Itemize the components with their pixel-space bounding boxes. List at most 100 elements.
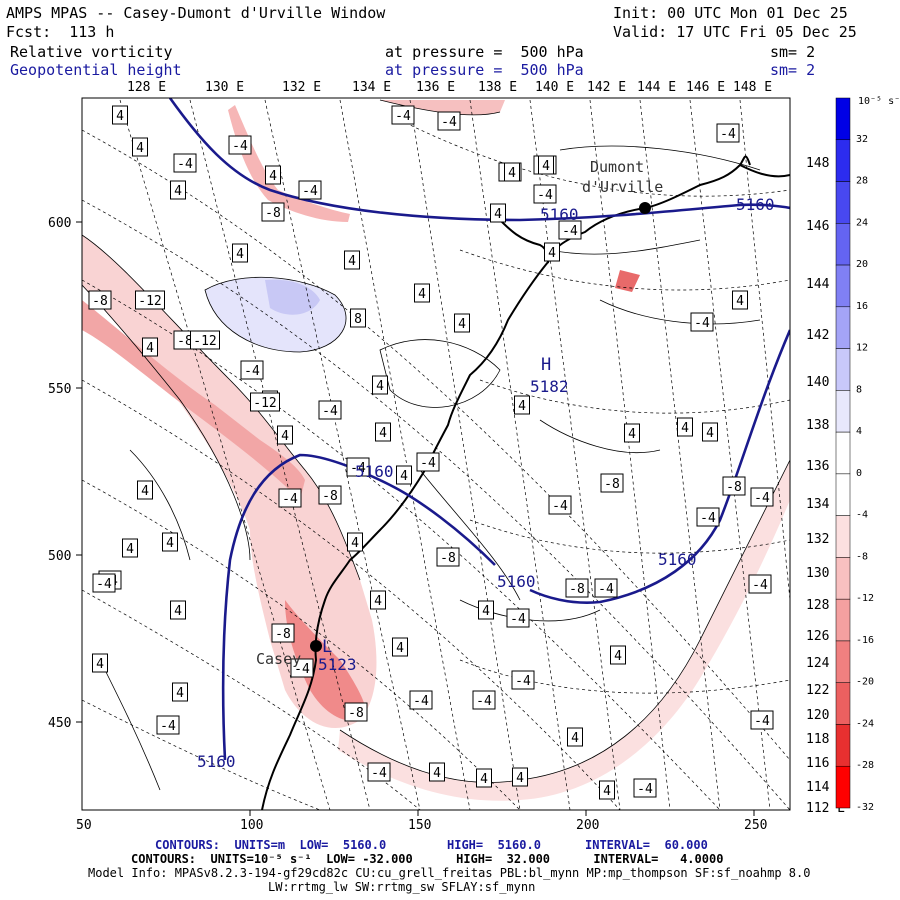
vorticity-contour-label: -8 [88,290,112,310]
lon-label: 114 E [806,780,845,795]
vorticity-contour-label: 4 [512,767,528,787]
x-tick-label: 150 [408,818,431,833]
vorticity-contour-label: -4 [748,574,772,594]
colorbar-tick-label: 8 [856,384,862,395]
init-time: Init: 00 UTC Mon 01 Dec 25 [613,4,848,22]
vorticity-contour-label: -12 [135,290,165,310]
vorticity-label-text: 4 [736,294,744,309]
footer-height-contour-interval: INTERVAL= 60.000 [585,838,708,852]
lon-label: 144 E [806,277,845,292]
vorticity-label-text: 4 [396,641,404,656]
vorticity-label-text: 4 [374,594,382,609]
vorticity-label-text: 8 [354,312,362,327]
vorticity-contour-label: -4 [173,153,197,173]
vorticity-label-text: 4 [548,246,556,261]
colorbar-swatch [835,223,851,266]
vorticity-label-text: 4 [174,184,182,199]
vorticity-label-text: 4 [351,536,359,551]
vorticity-contour-label: 4 [122,538,138,558]
vorticity-label-text: -8 [726,480,742,495]
dumont-durville-station-marker [639,202,651,214]
vorticity-contour-label: -4 [633,778,657,798]
forecast-hour: Fcst: 113 h [6,23,115,41]
vorticity-contour-label: -8 [600,473,624,493]
vorticity-contour-label: -4 [558,220,582,240]
colorbar-tick-label: 4 [856,426,862,437]
vorticity-label-text: 4 [96,657,104,672]
vorticity-contour-label: 8 [350,308,366,328]
lon-label: 128 E [127,80,166,95]
vorticity-contour-label: -8 [344,702,368,722]
vorticity-label-text: 4 [628,427,636,442]
colorbar-tick-label: 0 [856,468,862,479]
footer-height-contour-high: HIGH= 5160.0 [447,838,541,852]
colorbar-tick-label: 28 [856,176,868,187]
vorticity-label-text: 4 [433,766,441,781]
vorticity-contour-label: 4 [599,780,615,800]
vorticity-contour-label: -4 [437,111,461,131]
colorbar-tick-label: 12 [856,343,868,354]
vorticity-label-text: -4 [413,694,429,709]
vorticity-contour-label: -8 [261,202,285,222]
y-tick-label: 550 [48,382,71,397]
vorticity-contour-label: -4 [594,578,618,598]
vorticity-label-text: -4 [562,224,578,239]
vorticity-label-text: -4 [510,612,526,627]
vorticity-label-text: 4 [348,254,356,269]
vorticity-contour-label: -4 [367,762,391,782]
vorticity-label-text: -8 [275,627,291,642]
lon-label: 142 E [806,328,845,343]
geopotential-contour-labels: 5160 5160 5160 5160 5160 5160 [197,195,775,771]
vorticity-contour-label: 4 [392,637,408,657]
vorticity-contour-label: -8 [271,623,295,643]
low-center-value: 5123 [318,655,357,674]
vorticity-label-text: -4 [160,719,176,734]
vorticity-label-text: -8 [348,706,364,721]
lon-label: 142 E [587,80,626,95]
station-label-dumont: Dumont [590,158,644,176]
vorticity-label-layer: 4-444-4-8-444-8-12-848-4-4-8-8-12-44-124… [88,105,774,800]
vorticity-contour-label: 4 [344,250,360,270]
colorbar-swatch [835,431,851,475]
vorticity-label-text: -4 [371,766,387,781]
vorticity-contour-label: 4 [375,422,391,442]
vorticity-contour-label: -4 [290,658,314,678]
vorticity-contour-label: -4 [690,312,714,332]
vorticity-contour-label: 4 [370,590,386,610]
vorticity-contour-label: -4 [506,608,530,628]
lon-label: 146 E [806,219,845,234]
vorticity-label-text: 4 [518,399,526,414]
vorticity-contour-label: 4 [172,682,188,702]
field1-name: Relative vorticity [10,43,173,61]
vorticity-contour-label: -8 [722,476,746,496]
right-longitude-labels: 148 E 146 E 144 E 142 E 140 E 138 E 136 … [806,156,845,816]
x-tick-label: 200 [576,818,599,833]
vorticity-label-text: -4 [552,499,568,514]
vorticity-label-text: -4 [694,316,710,331]
vorticity-contour-label: -4 [750,710,774,730]
vorticity-contour-label: 4 [232,243,248,263]
colorbar-tick-label: -20 [856,677,874,688]
vorticity-contour-label: 4 [277,425,293,445]
vorticity-label-text: -4 [441,115,457,130]
colorbar-swatch [835,557,851,600]
colorbar-swatch [835,640,851,683]
lon-label: 124 E [806,656,845,671]
casey-station-marker [310,640,322,652]
vorticity-label-text: 4 [141,484,149,499]
vorticity-contour-label: -4 [228,135,252,155]
lon-label: 130 E [806,566,845,581]
colorbar-swatch [835,264,851,308]
colorbar-swatch [835,139,851,182]
colorbar-swatch [835,682,851,725]
vorticity-contour-label: 4 [429,762,445,782]
vorticity-label-text: -4 [282,492,298,507]
vorticity-label-text: -8 [604,477,620,492]
vorticity-contour-label: -4 [346,457,370,477]
vorticity-contour-label: -4 [156,715,180,735]
height-label: 5160 [355,462,394,481]
low-center-symbol: L [322,637,332,657]
vorticity-label-text: 4 [174,604,182,619]
vorticity-contour-label: -4 [472,690,496,710]
